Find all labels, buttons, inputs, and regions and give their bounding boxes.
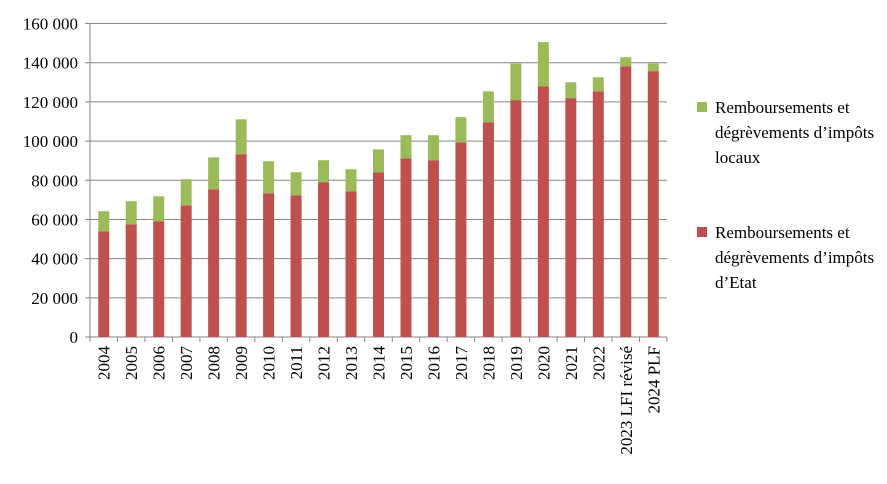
y-tick-label: 160 000 xyxy=(23,15,78,34)
x-tick-label: 2021 xyxy=(562,346,581,380)
x-tick-label: 2010 xyxy=(260,346,279,380)
bar-etat-2013 xyxy=(345,191,357,337)
x-tick-label: 2017 xyxy=(452,346,471,381)
x-tick-label: 2015 xyxy=(397,346,416,380)
bar-etat-2008 xyxy=(208,189,220,337)
y-tick-label: 120 000 xyxy=(23,93,78,112)
bar-local-2014 xyxy=(373,149,384,173)
bar-local-2021 xyxy=(565,82,577,99)
x-tick-label: 2013 xyxy=(342,346,361,380)
x-tick-label: 2023 LFI révisé xyxy=(617,346,636,455)
x-tick-label: 2009 xyxy=(232,346,251,380)
bar-etat-2019 xyxy=(510,100,522,337)
legend-swatch-local xyxy=(697,102,707,112)
x-tick-label: 2018 xyxy=(479,346,498,380)
legend-label-etat: Remboursements et dégrèvements d’impôts … xyxy=(715,223,875,292)
bar-local-2011 xyxy=(290,172,302,196)
bar-etat-2018 xyxy=(482,122,494,337)
bar-local-2008 xyxy=(208,157,220,190)
x-tick-label: 2019 xyxy=(507,346,526,380)
bar-local-2020 xyxy=(537,42,549,87)
x-tick-label: 2005 xyxy=(122,346,141,380)
bar-local-2018 xyxy=(482,91,494,123)
bar-local-2004 xyxy=(98,211,110,232)
bar-etat-2015 xyxy=(400,158,412,337)
bar-local-2005 xyxy=(125,201,137,225)
bar-etat-2023-LFI-révisé xyxy=(620,66,632,337)
x-tick-label: 2004 xyxy=(95,346,114,381)
bar-etat-2010 xyxy=(263,193,275,337)
bar-etat-2004 xyxy=(98,231,110,337)
y-tick-label: 40 000 xyxy=(31,250,78,269)
x-tick-label: 2014 xyxy=(370,346,389,381)
bar-local-2007 xyxy=(180,179,192,206)
bar-etat-2014 xyxy=(373,172,384,337)
legend-swatch-etat xyxy=(697,227,707,237)
bar-local-2012 xyxy=(318,160,330,183)
x-tick-label: 2022 xyxy=(589,346,608,380)
bar-etat-2017 xyxy=(455,142,467,337)
bar-etat-2024-PLF xyxy=(647,71,659,337)
y-tick-label: 20 000 xyxy=(31,289,78,308)
bar-etat-2006 xyxy=(153,221,165,337)
bar-local-2017 xyxy=(455,117,467,143)
bar-etat-2012 xyxy=(318,182,330,337)
y-tick-label: 140 000 xyxy=(23,54,78,73)
bar-local-2022 xyxy=(592,77,604,92)
x-tick-label: 2006 xyxy=(150,346,169,380)
bar-local-2023-LFI-révisé xyxy=(620,57,632,67)
y-tick-label: 0 xyxy=(70,328,79,347)
bar-local-2016 xyxy=(427,135,439,161)
bar-etat-2005 xyxy=(125,224,137,337)
bar-etat-2007 xyxy=(180,205,192,337)
bar-local-2024-PLF xyxy=(647,63,659,72)
bar-local-2006 xyxy=(153,196,165,222)
bar-etat-2020 xyxy=(537,86,549,337)
bar-local-2019 xyxy=(510,63,522,101)
bar-etat-2021 xyxy=(565,98,577,337)
legend-label-local: Remboursements et dégrèvements d’impôts … xyxy=(715,98,875,167)
bar-etat-2011 xyxy=(290,195,302,337)
bar-local-2010 xyxy=(263,161,275,194)
bar-local-2015 xyxy=(400,135,412,159)
x-tick-label: 2016 xyxy=(424,346,443,380)
y-tick-label: 100 000 xyxy=(23,132,78,151)
bar-etat-2009 xyxy=(235,154,247,337)
x-tick-label: 2011 xyxy=(287,346,306,379)
y-tick-label: 80 000 xyxy=(31,171,78,190)
y-tick-label: 60 000 xyxy=(31,210,78,229)
x-tick-label: 2007 xyxy=(177,346,196,381)
bar-etat-2016 xyxy=(427,160,439,337)
x-tick-label: 2008 xyxy=(205,346,224,380)
x-tick-label: 2020 xyxy=(534,346,553,380)
x-tick-label: 2012 xyxy=(315,346,334,380)
bar-etat-2022 xyxy=(592,91,604,337)
bar-local-2009 xyxy=(235,119,247,155)
bar-local-2013 xyxy=(345,169,357,192)
x-tick-label: 2024 PLF xyxy=(644,346,663,414)
